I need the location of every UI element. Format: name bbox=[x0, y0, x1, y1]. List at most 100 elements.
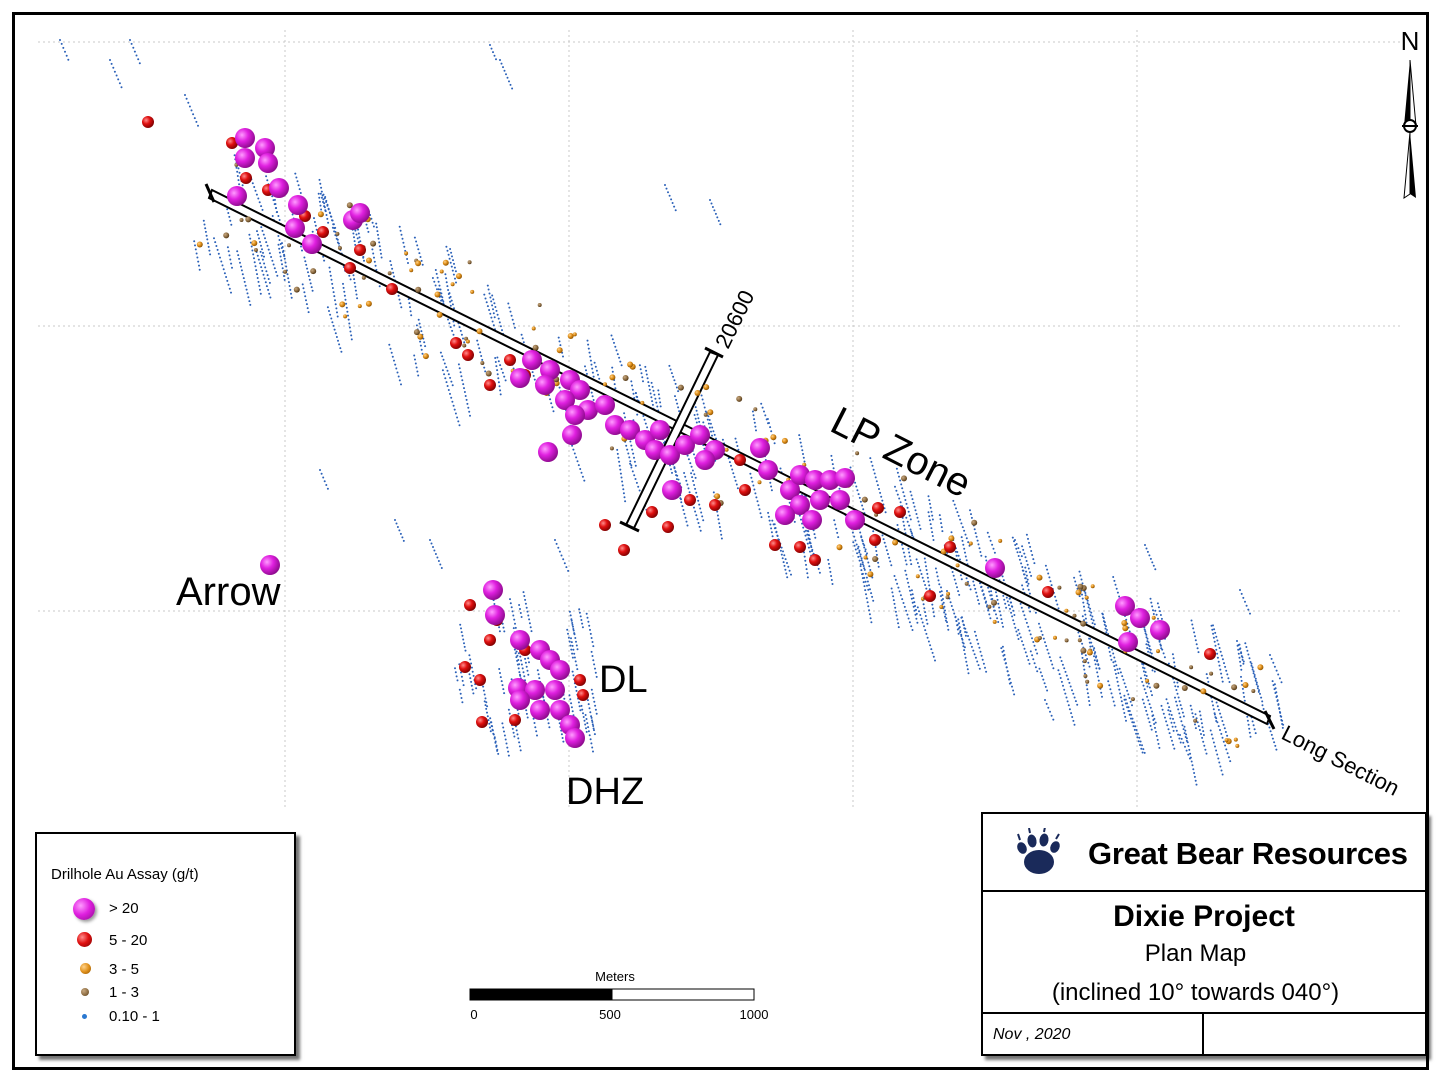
assay-sphere bbox=[627, 361, 634, 368]
trace-point bbox=[460, 671, 462, 674]
trace-point bbox=[899, 594, 902, 597]
trace-point bbox=[1146, 647, 1149, 649]
trace-point bbox=[1125, 618, 1128, 621]
trace-point bbox=[859, 553, 862, 556]
trace-point bbox=[1142, 748, 1145, 751]
trace-point bbox=[273, 198, 276, 201]
assay-sphere bbox=[595, 395, 615, 415]
assay-sphere bbox=[1153, 682, 1160, 689]
trace-point bbox=[1019, 602, 1022, 605]
trace-point bbox=[689, 462, 692, 465]
trace-point bbox=[1045, 645, 1048, 647]
project-title-area: Dixie Project Plan Map (inclined 10° tow… bbox=[983, 894, 1425, 1014]
trace-point bbox=[718, 526, 721, 528]
trace-point bbox=[1247, 608, 1250, 611]
trace-point bbox=[1121, 675, 1124, 678]
trace-point bbox=[801, 449, 804, 452]
trace-point bbox=[930, 510, 933, 513]
assay-sphere bbox=[574, 674, 586, 686]
legend-label: 0.10 - 1 bbox=[109, 1008, 160, 1025]
trace-point bbox=[1038, 667, 1041, 670]
trace-point bbox=[1111, 696, 1114, 699]
trace-point bbox=[484, 704, 487, 707]
assay-sphere bbox=[1122, 625, 1129, 632]
trace-point bbox=[720, 533, 723, 536]
trace-point bbox=[776, 535, 779, 537]
trace-point bbox=[987, 609, 990, 612]
trace-point bbox=[1008, 677, 1011, 680]
trace-point bbox=[973, 653, 976, 656]
trace-point bbox=[366, 227, 369, 230]
trace-point bbox=[1246, 649, 1249, 652]
assay-sphere bbox=[577, 689, 589, 701]
trace-point bbox=[579, 615, 582, 618]
trace-point bbox=[588, 707, 591, 710]
trace-point bbox=[1066, 700, 1069, 703]
trace-point bbox=[1211, 628, 1214, 631]
trace-point bbox=[206, 238, 209, 241]
trace-point bbox=[499, 364, 502, 367]
arrow-zone-label: Arrow bbox=[176, 570, 281, 614]
assay-sphere bbox=[1084, 595, 1089, 600]
trace-point bbox=[940, 599, 943, 602]
trace-point bbox=[873, 472, 876, 475]
trace-point bbox=[349, 330, 352, 333]
trace-point bbox=[903, 495, 906, 498]
trace-point bbox=[1214, 644, 1217, 647]
trace-point bbox=[1031, 654, 1034, 657]
trace-point bbox=[1143, 751, 1146, 754]
trace-point bbox=[454, 671, 457, 674]
trace-point bbox=[1016, 551, 1019, 554]
trace-point bbox=[278, 251, 281, 254]
trace-point bbox=[654, 397, 657, 400]
trace-point bbox=[1146, 640, 1149, 643]
trace-point bbox=[228, 287, 231, 290]
trace-point bbox=[1017, 555, 1020, 557]
trace-point bbox=[1065, 696, 1068, 699]
trace-point bbox=[577, 701, 580, 704]
trace-point bbox=[878, 488, 880, 490]
trace-point bbox=[403, 245, 406, 248]
trace-point bbox=[323, 197, 326, 200]
trace-point bbox=[389, 260, 392, 263]
trace-point bbox=[1236, 640, 1238, 642]
trace-point bbox=[631, 384, 633, 387]
trace-point bbox=[1119, 671, 1122, 674]
trace-point bbox=[1084, 617, 1087, 620]
trace-point bbox=[501, 622, 504, 625]
assay-sphere bbox=[863, 555, 868, 560]
trace-point bbox=[587, 703, 590, 706]
assay-sphere bbox=[235, 128, 255, 148]
trace-point bbox=[275, 271, 278, 273]
trace-point bbox=[502, 688, 505, 691]
trace-point bbox=[367, 230, 370, 233]
trace-point bbox=[950, 605, 953, 607]
trace-point bbox=[519, 673, 521, 676]
trace-point bbox=[528, 622, 531, 625]
trace-point bbox=[253, 186, 256, 188]
trace-point bbox=[634, 464, 637, 467]
trace-point bbox=[401, 536, 404, 539]
trace-point bbox=[482, 685, 485, 688]
assay-spheres bbox=[142, 116, 1264, 748]
trace-point bbox=[1097, 679, 1100, 682]
trace-point bbox=[396, 526, 399, 528]
trace-point bbox=[329, 270, 332, 273]
trace-point bbox=[924, 615, 927, 617]
trace-point bbox=[898, 497, 901, 500]
assay-sphere bbox=[253, 248, 258, 252]
trace-point bbox=[1195, 717, 1198, 720]
trace-point bbox=[1205, 673, 1208, 676]
trace-point bbox=[532, 717, 535, 720]
trace-point bbox=[458, 688, 461, 691]
trace-point bbox=[590, 391, 593, 394]
trace-point bbox=[498, 385, 501, 388]
trace-point bbox=[622, 488, 625, 491]
trace-point bbox=[736, 445, 739, 447]
trace-point bbox=[678, 410, 681, 413]
trace-point bbox=[1176, 681, 1179, 684]
trace-point bbox=[238, 183, 241, 186]
trace-point bbox=[511, 610, 514, 613]
trace-point bbox=[460, 675, 463, 678]
trace-point bbox=[911, 498, 914, 501]
